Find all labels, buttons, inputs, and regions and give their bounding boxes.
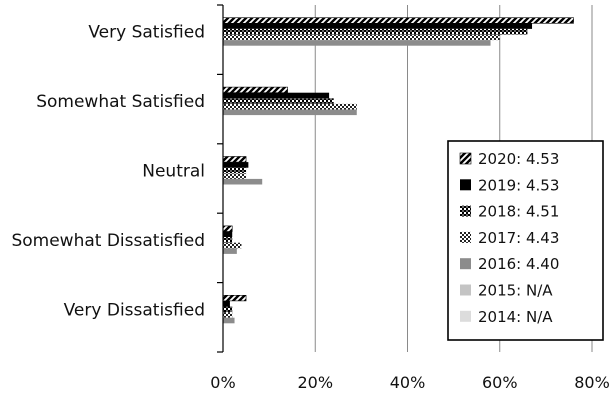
bar xyxy=(223,173,247,179)
bar xyxy=(222,156,247,163)
bar xyxy=(223,178,263,185)
legend-swatch xyxy=(460,258,471,270)
category-label: Somewhat Dissatisfied xyxy=(11,231,205,251)
bar xyxy=(222,17,574,24)
bar xyxy=(223,312,233,318)
category-label: Very Dissatisfied xyxy=(64,300,205,320)
legend-entry: 2017: 4.43 xyxy=(478,229,559,247)
legend-entry: 2018: 4.51 xyxy=(478,203,559,221)
legend-swatch xyxy=(460,284,471,296)
category-label: Somewhat Satisfied xyxy=(36,92,205,112)
legend-entry: 2014: N/A xyxy=(478,308,553,326)
legend-entry: 2020: 4.53 xyxy=(478,150,559,168)
bar xyxy=(222,294,247,302)
legend-swatch xyxy=(459,152,472,165)
legend-entry: 2016: 4.40 xyxy=(478,255,559,273)
category-label: Very Satisfied xyxy=(88,23,205,43)
x-tick-labels: 0% 20% 40% 60% 80% xyxy=(210,373,609,392)
x-tick-label: 80% xyxy=(574,373,609,392)
bar xyxy=(223,103,357,110)
legend-swatch xyxy=(460,205,471,217)
bar xyxy=(223,34,500,41)
x-tick-label: 40% xyxy=(390,373,426,392)
legend-entry: 2019: 4.53 xyxy=(478,176,559,194)
category-labels: Very Satisfied Somewhat Satisfied Neutral S… xyxy=(11,23,205,321)
bar xyxy=(223,28,528,35)
x-tick-label: 60% xyxy=(482,373,518,392)
bar xyxy=(223,231,233,238)
bar xyxy=(223,40,491,46)
legend: 2020: 4.53 2019: 4.53 2018: 4.51 2017: 4.43… xyxy=(447,140,604,341)
x-tick-label: 20% xyxy=(297,373,333,392)
legend-swatch xyxy=(460,310,471,322)
bar xyxy=(223,242,242,249)
bar xyxy=(223,300,230,307)
bar xyxy=(223,162,249,168)
bar xyxy=(223,23,533,29)
bar xyxy=(223,98,334,104)
legend-swatch xyxy=(460,231,471,243)
category-label: Neutral xyxy=(142,162,205,182)
bar xyxy=(222,225,233,232)
bar xyxy=(223,167,247,174)
bar xyxy=(223,237,233,243)
bars xyxy=(222,17,574,324)
x-tick-label: 0% xyxy=(210,373,235,392)
axes xyxy=(217,4,224,353)
bar xyxy=(223,92,330,99)
bar xyxy=(223,248,237,254)
bar xyxy=(223,109,357,116)
bar xyxy=(223,317,235,324)
legend-box xyxy=(447,140,604,341)
bar xyxy=(223,306,233,313)
legend-entry: 2015: N/A xyxy=(478,282,553,300)
legend-swatch xyxy=(460,179,471,191)
bar xyxy=(222,86,288,93)
